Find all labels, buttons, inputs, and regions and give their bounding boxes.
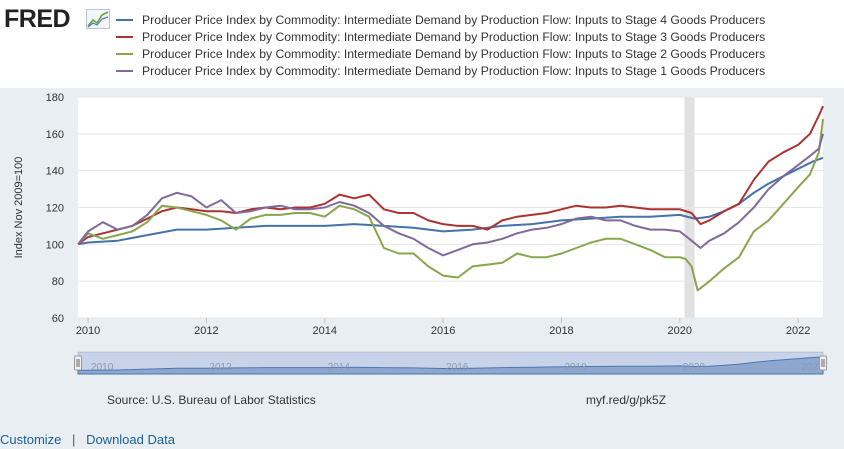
navigator-series-area bbox=[77, 356, 824, 375]
short-link[interactable]: myf.red/g/pk5Z bbox=[586, 393, 667, 407]
navigator-year-label: 2022 bbox=[801, 362, 824, 373]
x-tick-label: 2014 bbox=[313, 325, 337, 337]
series-line-3 bbox=[77, 118, 824, 292]
x-tick-label: 2010 bbox=[76, 325, 100, 337]
y-axis-title: Index Nov 2009=100 bbox=[13, 157, 25, 259]
x-tick-label: 2020 bbox=[668, 325, 692, 337]
navigator-year-label: 2018 bbox=[564, 362, 587, 373]
y-tick-label: 120 bbox=[46, 203, 64, 215]
chart-header: FRED Producer Price Index by Commodity: … bbox=[0, 0, 844, 88]
legend-label: Producer Price Index by Commodity: Inter… bbox=[142, 46, 766, 61]
y-tick-label: 80 bbox=[52, 276, 64, 288]
y-tick-label: 60 bbox=[52, 313, 64, 325]
customize-link[interactable]: Customize bbox=[0, 432, 62, 447]
legend-item-stage-2[interactable]: Producer Price Index by Commodity: Inter… bbox=[116, 45, 765, 62]
navigator-year-label: 2016 bbox=[446, 362, 469, 373]
x-tick-label: 2018 bbox=[549, 325, 573, 337]
y-tick-label: 180 bbox=[46, 92, 64, 104]
legend-swatch bbox=[116, 35, 133, 38]
series-line-1 bbox=[77, 156, 824, 246]
navigator-selected-range bbox=[78, 352, 823, 374]
series-line-2 bbox=[77, 105, 824, 246]
legend: Producer Price Index by Commodity: Inter… bbox=[116, 11, 765, 79]
navigator-year-label: 2020 bbox=[683, 362, 706, 373]
x-tick-label: 2012 bbox=[194, 325, 218, 337]
legend-label: Producer Price Index by Commodity: Inter… bbox=[142, 29, 766, 44]
navigator-year-label: 2014 bbox=[328, 362, 351, 373]
legend-item-stage-3[interactable]: Producer Price Index by Commodity: Inter… bbox=[116, 28, 765, 45]
x-tick-label: 2022 bbox=[786, 325, 810, 337]
navigator-right-handle[interactable] bbox=[819, 355, 827, 371]
navigator-left-handle[interactable] bbox=[74, 355, 82, 371]
y-tick-label: 100 bbox=[46, 239, 64, 251]
legend-swatch bbox=[116, 18, 133, 21]
navigator-year-label: 2010 bbox=[91, 362, 114, 373]
source-note: Source: U.S. Bureau of Labor Statistics bbox=[107, 393, 316, 407]
y-tick-label: 160 bbox=[46, 129, 64, 141]
fred-logo-graph-icon bbox=[86, 9, 110, 29]
legend-item-stage-4[interactable]: Producer Price Index by Commodity: Inter… bbox=[116, 11, 765, 28]
x-tick-label: 2016 bbox=[431, 325, 455, 337]
legend-item-stage-1[interactable]: Producer Price Index by Commodity: Inter… bbox=[116, 62, 765, 79]
legend-label: Producer Price Index by Commodity: Inter… bbox=[142, 63, 766, 78]
range-navigator: 2010 2012 2014 2016 2018 2020 2022 bbox=[74, 351, 827, 375]
navigator-year-label: 2012 bbox=[209, 362, 232, 373]
legend-swatch bbox=[116, 52, 133, 55]
chart-links: Customize | Download Data bbox=[0, 432, 175, 447]
legend-label: Producer Price Index by Commodity: Inter… bbox=[142, 12, 766, 27]
series-line-4 bbox=[77, 133, 824, 257]
download-data-link[interactable]: Download Data bbox=[86, 432, 175, 447]
legend-swatch bbox=[116, 69, 133, 72]
link-separator: | bbox=[72, 432, 76, 447]
fred-logo[interactable]: FRED bbox=[4, 5, 71, 33]
y-tick-label: 140 bbox=[46, 166, 64, 178]
